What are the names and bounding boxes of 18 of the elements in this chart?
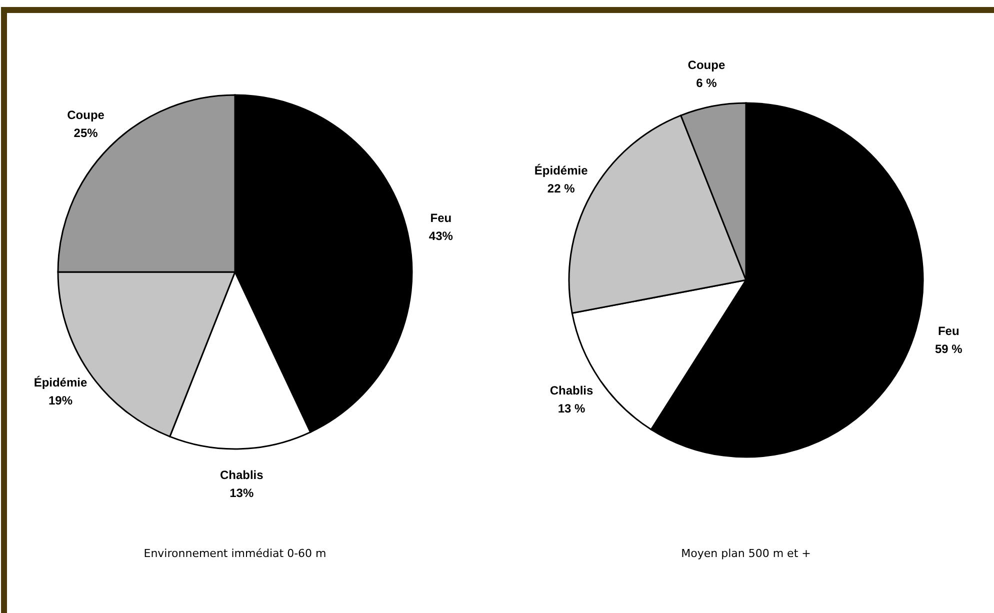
- data-label: 25%: [74, 126, 98, 140]
- slice-label: Chablis: [220, 468, 264, 482]
- data-label: 22 %: [547, 181, 576, 196]
- data-label: 13%: [230, 486, 254, 500]
- text: Environnement immédiat 0-60 m: [144, 547, 326, 560]
- slice-label: Feu: [938, 324, 960, 338]
- data-label: 59 %: [934, 342, 963, 356]
- slice-label: Feu: [430, 210, 452, 225]
- data-label: 43%: [428, 228, 454, 243]
- slice-label: Coupe: [67, 108, 105, 122]
- data-label: 13 %: [558, 402, 586, 416]
- slice-label: Épidémie: [34, 376, 88, 390]
- data-label: 6 %: [696, 76, 718, 90]
- slice-label: Épidémie: [534, 163, 588, 178]
- text: Moyen plan 500 m et +: [681, 547, 811, 560]
- slice-label: Chablis: [550, 384, 594, 398]
- data-label: 19%: [48, 394, 73, 408]
- slice-label: Coupe: [688, 58, 726, 72]
